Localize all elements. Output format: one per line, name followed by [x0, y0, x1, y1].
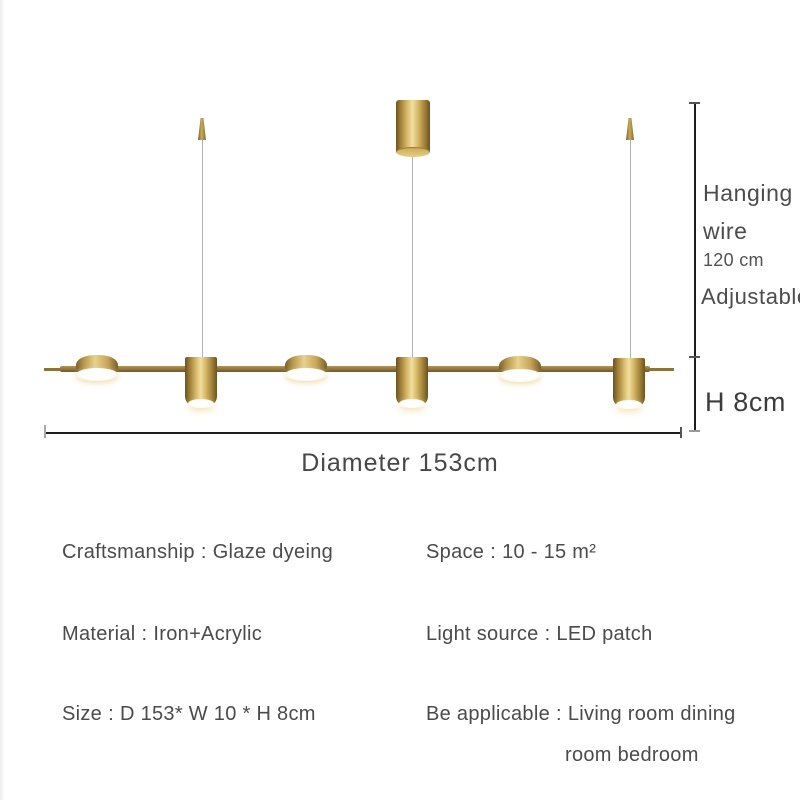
spec-label: Be applicable — [426, 703, 550, 725]
cylinder-light — [396, 357, 428, 405]
spec-label: Size — [62, 703, 103, 725]
spec-label: Material — [62, 623, 136, 645]
dimension-tick-right — [680, 427, 682, 438]
spec-applicable: Be applicable: Living room dining — [426, 703, 736, 726]
spec-separator: : — [544, 623, 551, 645]
suspension-wire-left — [202, 139, 203, 361]
spec-label: Space — [426, 541, 485, 563]
ceiling-pin-right — [626, 118, 634, 140]
hanging-wire-label-line1: Hanging — [703, 180, 793, 206]
lamp-bar-end-right — [644, 368, 674, 371]
dimension-line-vertical — [694, 103, 696, 432]
spec-light-source: Light source: LED patch — [426, 623, 653, 646]
cylinder-light-diffuser — [188, 399, 214, 408]
spec-label: Craftsmanship — [62, 541, 195, 563]
spec-value: Living room dining — [567, 703, 736, 725]
hanging-wire-label-line4: Adjustable — [701, 284, 800, 309]
dimension-line-horizontal — [44, 432, 682, 434]
spec-separator: : — [108, 703, 114, 725]
spec-label: Light source — [426, 623, 539, 645]
spec-value: Iron+Acrylic — [153, 623, 263, 645]
ceiling-canopy-cylinder — [396, 100, 430, 152]
spec-value: LED patch — [556, 623, 653, 645]
suspension-wire-center — [412, 155, 413, 361]
disc-light-diffuser — [285, 368, 327, 381]
spec-material: Material: Iron+Acrylic — [62, 623, 262, 646]
dimension-cap-top — [689, 102, 700, 104]
page-edge-shading — [0, 0, 5, 800]
cylinder-light-diffuser — [616, 400, 642, 409]
dimension-tick-bar-level — [689, 356, 700, 358]
spec-applicable-line2: room bedroom — [565, 744, 699, 766]
spec-space: Space:10 - 15 m² — [426, 541, 596, 564]
spec-size: Size: D 153* W 10 * H 8cm — [62, 703, 316, 726]
disc-light — [285, 355, 327, 371]
ceiling-canopy-bottom — [396, 147, 430, 157]
cylinder-light — [613, 358, 645, 406]
cylinder-light-diffuser — [399, 399, 425, 408]
hanging-wire-label-line2: wire — [703, 218, 748, 244]
cylinder-light — [185, 357, 217, 405]
spec-craftsmanship: Craftsmanship: Glaze dyeing — [62, 541, 333, 564]
disc-light-diffuser — [499, 369, 541, 382]
fixture-height-label: H 8cm — [705, 387, 787, 417]
ceiling-pin-left — [198, 118, 206, 140]
spec-value: D 153* W 10 * H 8cm — [119, 703, 316, 725]
lamp-bar-end-left — [44, 368, 66, 371]
dimension-cap-bottom — [689, 430, 700, 432]
spec-value: Glaze dyeing — [212, 541, 334, 563]
disc-light — [76, 355, 118, 371]
spec-separator: : — [490, 541, 497, 563]
spec-separator: : — [141, 623, 148, 645]
spec-value: 10 - 15 m² — [502, 541, 597, 563]
dimension-tick-left — [44, 425, 46, 438]
diameter-label: Diameter 153cm — [301, 449, 499, 477]
suspension-wire-right — [630, 139, 631, 361]
disc-light-diffuser — [76, 368, 118, 381]
hanging-wire-label-line3: 120 cm — [703, 250, 764, 270]
disc-light — [499, 356, 541, 372]
lamp-bar — [60, 366, 650, 372]
spec-separator: : — [556, 703, 562, 725]
spec-separator: : — [200, 541, 207, 563]
